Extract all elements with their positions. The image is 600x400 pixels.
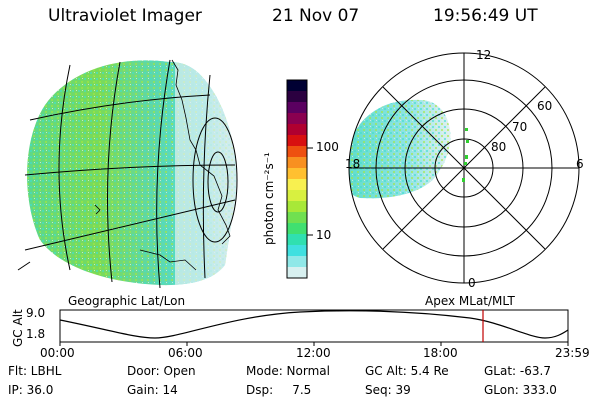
mlt-label-18: 18 xyxy=(345,157,361,171)
colorbar xyxy=(286,79,308,279)
colorbar-segment xyxy=(287,80,307,92)
altitude-plot xyxy=(59,309,569,346)
lat-label-80: 80 xyxy=(491,140,507,154)
mlt-label-6: 6 xyxy=(576,157,584,171)
status-mode: Mode: Normal xyxy=(246,364,330,378)
time-label: 19:56:49 UT xyxy=(433,6,538,26)
colorbar-tick-100: 100 xyxy=(316,140,339,154)
status-door: Door: Open xyxy=(127,364,196,378)
polar-plot xyxy=(348,52,580,284)
status-dsp: Dsp: 7.5 xyxy=(246,383,312,397)
colorbar-segment xyxy=(287,201,307,213)
colorbar-segment xyxy=(287,212,307,224)
colorbar-segment xyxy=(287,168,307,180)
colorbar-segment xyxy=(287,223,307,235)
colorbar-segment xyxy=(287,124,307,136)
colorbar-segment xyxy=(287,179,307,191)
mlt-label-0: 0 xyxy=(468,276,476,290)
altitude-axis-label: GC Alt xyxy=(11,309,25,347)
colorbar-segment xyxy=(287,146,307,158)
altitude-xtick-1200: 12:00 xyxy=(296,346,331,360)
apex-caption: Apex MLat/MLT xyxy=(425,294,515,308)
colorbar-segment xyxy=(287,113,307,125)
status-seq: Seq: 39 xyxy=(365,383,411,397)
colorbar-segment xyxy=(287,135,307,147)
status-flt: Flt: LBHL xyxy=(8,364,62,378)
mlt-label-12: 12 xyxy=(476,48,492,62)
colorbar-segment xyxy=(287,234,307,246)
colorbar-unit-label: photon cm⁻²s⁻¹ xyxy=(262,152,276,245)
status-ip: IP: 36.0 xyxy=(8,383,54,397)
status-glat: GLat: -63.7 xyxy=(484,364,551,378)
geographic-image xyxy=(17,59,238,289)
status-gc-alt: GC Alt: 5.4 Re xyxy=(365,364,449,378)
colorbar-segment xyxy=(287,157,307,169)
geographic-caption: Geographic Lat/Lon xyxy=(68,294,186,308)
lat-label-70: 70 xyxy=(512,120,528,134)
colorbar-segment xyxy=(287,245,307,257)
colorbar-tick-10: 10 xyxy=(316,228,332,242)
altitude-xtick-1800: 18:00 xyxy=(423,346,458,360)
colorbar-segment xyxy=(287,91,307,103)
status-glon: GLon: 333.0 xyxy=(484,383,557,397)
date-label: 21 Nov 07 xyxy=(272,6,360,26)
altitude-xtick-0000: 00:00 xyxy=(40,346,75,360)
lat-label-60: 60 xyxy=(537,99,553,113)
colorbar-segment xyxy=(287,267,307,279)
altitude-xtick-2359: 23:59 xyxy=(555,346,590,360)
instrument-title: Ultraviolet Imager xyxy=(48,6,202,26)
colorbar-segment xyxy=(287,190,307,202)
altitude-ytick-min: 1.8 xyxy=(26,327,46,341)
altitude-ytick-max: 9.0 xyxy=(26,306,46,320)
status-gain: Gain: 14 xyxy=(127,383,178,397)
colorbar-segment xyxy=(287,256,307,268)
altitude-xtick-0600: 06:00 xyxy=(168,346,203,360)
colorbar-frame xyxy=(286,79,308,279)
colorbar-segment xyxy=(287,102,307,114)
